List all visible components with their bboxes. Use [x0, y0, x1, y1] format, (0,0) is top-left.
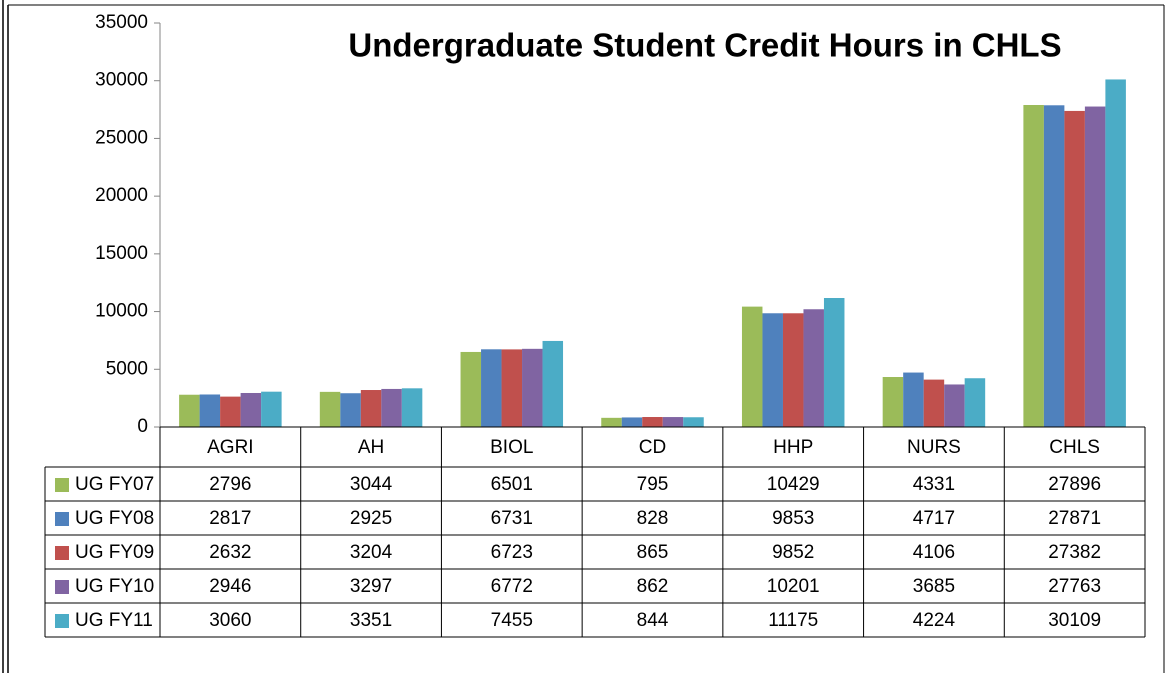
y-tick-label: 0 — [137, 416, 148, 437]
bar — [762, 313, 783, 427]
bar — [944, 384, 965, 427]
table-value: 27896 — [1048, 474, 1101, 495]
bar — [662, 417, 684, 427]
legend-key — [55, 614, 69, 628]
table-value: 3297 — [350, 576, 392, 597]
bar — [823, 298, 845, 427]
bar — [240, 392, 262, 427]
table-value: 2796 — [209, 474, 251, 495]
y-tick-label: 20000 — [95, 185, 148, 206]
bar — [741, 306, 763, 427]
bar — [683, 417, 704, 427]
table-value: 2946 — [209, 576, 251, 597]
bar — [621, 417, 643, 427]
x-tick-label: AH — [358, 437, 384, 458]
bar — [964, 378, 986, 427]
table-value: 3685 — [913, 576, 955, 597]
bar — [481, 349, 502, 427]
table-value: 27763 — [1048, 576, 1101, 597]
table-value: 6731 — [491, 508, 533, 529]
bar — [903, 372, 924, 427]
table-value: 3044 — [350, 474, 393, 495]
bar — [923, 379, 945, 427]
bar — [401, 388, 423, 427]
table-value: 10429 — [767, 474, 820, 495]
table-value: 4331 — [913, 474, 955, 495]
bar — [460, 351, 482, 427]
y-tick-label: 35000 — [95, 12, 148, 33]
legend-key — [55, 580, 69, 594]
legend-key — [55, 546, 69, 560]
bar — [1084, 106, 1106, 428]
y-tick-label: 25000 — [95, 127, 148, 148]
table-value: 865 — [637, 542, 669, 563]
y-tick-label: 10000 — [95, 301, 148, 322]
legend-label: UG FY07 — [75, 474, 154, 495]
bar — [220, 396, 241, 427]
y-tick-label: 5000 — [106, 358, 148, 379]
bar — [319, 391, 341, 427]
bar — [803, 309, 824, 427]
table-value: 862 — [637, 576, 669, 597]
bar — [1064, 110, 1085, 428]
table-value: 4224 — [913, 610, 956, 631]
legend-key — [55, 512, 69, 526]
table-value: 2925 — [350, 508, 392, 529]
bar — [1023, 105, 1044, 427]
legend-key — [55, 478, 69, 492]
x-tick-label: HHP — [773, 437, 813, 458]
x-tick-label: CHLS — [1049, 437, 1100, 458]
table-value: 6723 — [491, 542, 533, 563]
bar — [340, 393, 361, 427]
table-value: 27871 — [1048, 508, 1101, 529]
x-tick-label: NURS — [907, 437, 961, 458]
table-value: 828 — [637, 508, 669, 529]
chart-title: Undergraduate Student Credit Hours in CH… — [348, 27, 1061, 64]
table-value: 844 — [637, 610, 669, 631]
legend-label: UG FY10 — [75, 576, 154, 597]
legend-label: UG FY11 — [75, 610, 153, 631]
table-value: 3351 — [350, 610, 392, 631]
bar — [522, 348, 543, 427]
bar — [882, 377, 904, 427]
table-value: 3060 — [209, 610, 251, 631]
x-tick-label: BIOL — [490, 437, 533, 458]
table-value: 2632 — [209, 542, 251, 563]
x-tick-label: AGRI — [207, 437, 253, 458]
table-value: 27382 — [1048, 542, 1101, 563]
bar — [501, 349, 523, 427]
table-value: 4106 — [913, 542, 955, 563]
bar — [179, 394, 200, 427]
bar — [782, 313, 804, 427]
bar — [381, 388, 402, 427]
table-value: 3204 — [350, 542, 393, 563]
bar — [199, 394, 221, 427]
table-value: 30109 — [1048, 610, 1101, 631]
bar — [601, 417, 622, 427]
table-value: 10201 — [767, 576, 820, 597]
bar — [1105, 79, 1126, 427]
bar — [542, 340, 564, 427]
x-tick-label: CD — [639, 437, 666, 458]
bar — [360, 390, 382, 427]
legend-label: UG FY09 — [75, 542, 154, 563]
table-value: 7455 — [491, 610, 533, 631]
table-value: 2817 — [209, 508, 251, 529]
y-tick-label: 15000 — [95, 243, 148, 264]
table-value: 9853 — [772, 508, 814, 529]
bar — [1043, 105, 1065, 427]
table-value: 6501 — [491, 474, 533, 495]
legend-label: UG FY08 — [75, 508, 154, 529]
table-value: 11175 — [768, 610, 818, 631]
table-value: 795 — [637, 474, 669, 495]
table-value: 4717 — [913, 508, 955, 529]
table-value: 6772 — [491, 576, 533, 597]
table-value: 9852 — [772, 542, 814, 563]
y-tick-label: 30000 — [95, 70, 148, 91]
bar — [261, 391, 282, 427]
bar — [642, 417, 663, 427]
